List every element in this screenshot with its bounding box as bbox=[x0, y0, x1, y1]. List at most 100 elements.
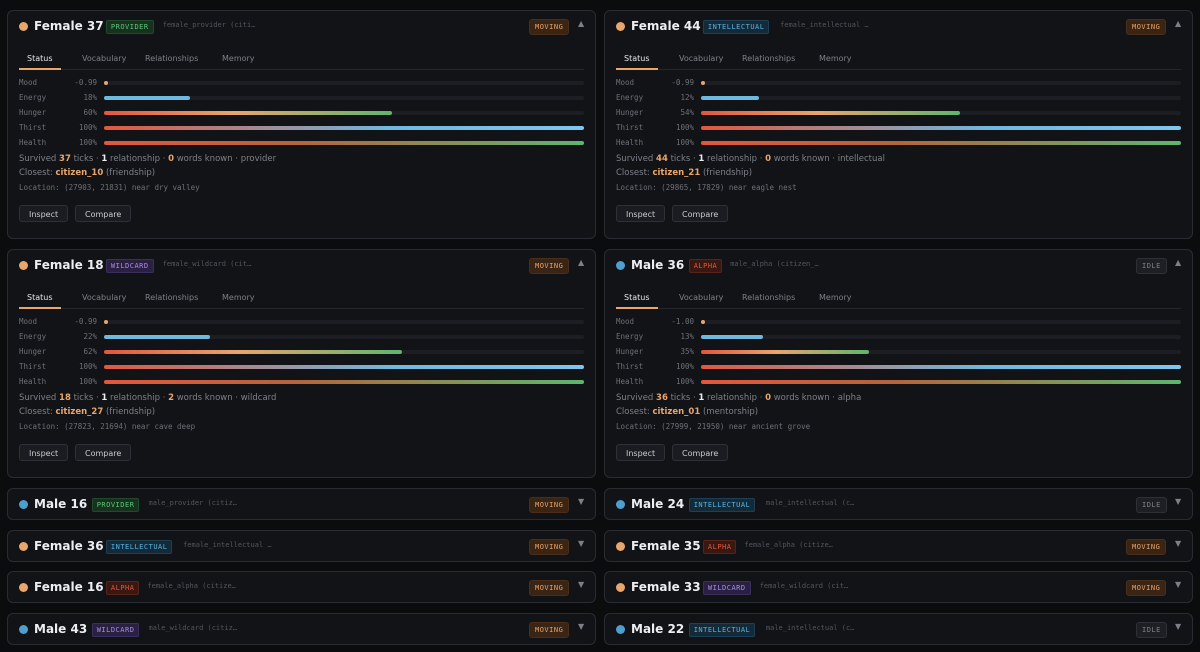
card-header[interactable]: Female 35 ALPHA female_alpha (citize… MOVIN… bbox=[605, 531, 1192, 563]
tab-vocabulary[interactable]: Vocabulary bbox=[82, 54, 127, 63]
chevron-down-icon[interactable]: ▼ bbox=[578, 539, 585, 548]
archetype-label: provider bbox=[240, 154, 277, 164]
chevron-up-icon[interactable]: ▲ bbox=[1175, 19, 1182, 28]
female-dot-icon bbox=[616, 22, 625, 31]
tab-vocabulary[interactable]: Vocabulary bbox=[679, 293, 724, 302]
card-header[interactable]: Female 36 INTELLECTUAL female_intellectual… bbox=[8, 531, 595, 563]
citizen-card: Female 44 INTELLECTUAL female_intellectual… bbox=[604, 10, 1193, 239]
female-dot-icon bbox=[616, 583, 625, 592]
stat-value: -0.99 bbox=[74, 78, 97, 87]
compare-button[interactable]: Compare bbox=[75, 205, 132, 222]
chevron-down-icon[interactable]: ▼ bbox=[1175, 539, 1182, 548]
citizen-card-collapsed[interactable]: Female 36 INTELLECTUAL female_intellectual… bbox=[7, 530, 596, 562]
citizen-card-collapsed[interactable]: Female 33 WILDCARD female_wildcard (cit… MO… bbox=[604, 571, 1193, 603]
tab-vocabulary[interactable]: Vocabulary bbox=[82, 293, 127, 302]
energy-bar-fill bbox=[701, 335, 764, 339]
chevron-down-icon[interactable]: ▼ bbox=[1175, 622, 1182, 631]
stat-label: Thirst bbox=[616, 123, 644, 132]
chevron-down-icon[interactable]: ▼ bbox=[578, 622, 585, 631]
chevron-down-icon[interactable]: ▼ bbox=[578, 580, 585, 589]
inspect-button[interactable]: Inspect bbox=[19, 444, 69, 461]
compare-button[interactable]: Compare bbox=[672, 444, 729, 461]
tab-relationships[interactable]: Relationships bbox=[145, 54, 199, 63]
tab-memory[interactable]: Memory bbox=[819, 293, 852, 302]
role-badge: ALPHA bbox=[702, 540, 737, 554]
hunger-bar bbox=[104, 350, 584, 354]
card-header[interactable]: Male 36 ALPHA male_alpha (citizen_… IDLE ▲ bbox=[605, 250, 1192, 282]
tab-status[interactable]: Status bbox=[19, 293, 61, 309]
citizen-card-collapsed[interactable]: Male 24 INTELLECTUAL male_intellectual (c…… bbox=[604, 488, 1193, 520]
male-dot-icon bbox=[616, 261, 625, 270]
inspect-button[interactable]: Inspect bbox=[19, 205, 69, 222]
energy-bar bbox=[104, 96, 584, 100]
chevron-down-icon[interactable]: ▼ bbox=[578, 497, 585, 506]
card-header[interactable]: Male 16 PROVIDER male_provider (citiz… MOVI… bbox=[8, 489, 595, 521]
closest-citizen-link[interactable]: citizen_27 bbox=[55, 407, 104, 417]
citizen-card-collapsed[interactable]: Male 16 PROVIDER male_provider (citiz… MOVI… bbox=[7, 488, 596, 520]
card-header[interactable]: Male 43 WILDCARD male_wildcard (citiz… MOVI… bbox=[8, 614, 595, 646]
closest-citizen-link[interactable]: citizen_10 bbox=[55, 168, 104, 178]
closest-label: Closest: bbox=[19, 168, 53, 178]
tab-memory[interactable]: Memory bbox=[819, 54, 852, 63]
tab-memory[interactable]: Memory bbox=[222, 293, 255, 302]
tab-relationships[interactable]: Relationships bbox=[742, 54, 796, 63]
card-header[interactable]: Male 24 INTELLECTUAL male_intellectual (c…… bbox=[605, 489, 1192, 521]
stat-label: Hunger bbox=[616, 108, 644, 117]
citizen-card-collapsed[interactable]: Male 43 WILDCARD male_wildcard (citiz… MOVI… bbox=[7, 613, 596, 645]
thirst-bar bbox=[104, 126, 584, 130]
stat-value: 100% bbox=[78, 377, 97, 386]
tab-status[interactable]: Status bbox=[19, 54, 61, 70]
citizen-card-collapsed[interactable]: Female 16 ALPHA female_alpha (citize… MOVIN… bbox=[7, 571, 596, 603]
stat-bars: Mood -0.99 Energy 18% Hunger 60% Thirst 100% Hea… bbox=[19, 77, 584, 152]
separator: · bbox=[690, 393, 699, 403]
stat-value: 100% bbox=[675, 123, 694, 132]
chevron-up-icon[interactable]: ▲ bbox=[578, 258, 585, 267]
tab-relationships[interactable]: Relationships bbox=[145, 293, 199, 302]
chevron-up-icon[interactable]: ▲ bbox=[578, 19, 585, 28]
compare-button[interactable]: Compare bbox=[672, 205, 729, 222]
stat-row-hunger: Hunger 54% bbox=[616, 107, 1181, 122]
tab-vocabulary[interactable]: Vocabulary bbox=[679, 54, 724, 63]
compare-button[interactable]: Compare bbox=[75, 444, 132, 461]
card-header[interactable]: Female 16 ALPHA female_alpha (citize… MOVIN… bbox=[8, 572, 595, 604]
citizen-card-collapsed[interactable]: Female 35 ALPHA female_alpha (citize… MOVIN… bbox=[604, 530, 1193, 562]
chevron-up-icon[interactable]: ▲ bbox=[1175, 258, 1182, 267]
stat-bars: Mood -0.99 Energy 22% Hunger 62% Thirst 100% Hea… bbox=[19, 316, 584, 391]
card-header[interactable]: Female 18 WILDCARD female_wildcard (cit… MO… bbox=[8, 250, 595, 282]
card-header[interactable]: Female 44 INTELLECTUAL female_intellectual… bbox=[605, 11, 1192, 43]
stat-row-health: Health 100% bbox=[616, 137, 1181, 152]
inspect-button[interactable]: Inspect bbox=[616, 205, 666, 222]
citizen-name: Male 22 bbox=[631, 622, 685, 636]
tab-relationships[interactable]: Relationships bbox=[742, 293, 796, 302]
tab-status[interactable]: Status bbox=[616, 54, 658, 70]
card-header[interactable]: Male 22 INTELLECTUAL male_intellectual (c…… bbox=[605, 614, 1192, 646]
card-header[interactable]: Female 37 PROVIDER female_provider (citi… M… bbox=[8, 11, 595, 43]
stat-label: Hunger bbox=[616, 347, 644, 356]
stat-value: 60% bbox=[83, 108, 97, 117]
citizen-card-collapsed[interactable]: Male 22 INTELLECTUAL male_intellectual (c…… bbox=[604, 613, 1193, 645]
mood-bar-fill bbox=[701, 320, 705, 324]
card-header[interactable]: Female 33 WILDCARD female_wildcard (cit… MO… bbox=[605, 572, 1192, 604]
stat-value: 100% bbox=[675, 377, 694, 386]
citizen-name: Female 33 bbox=[631, 580, 701, 594]
tab-status[interactable]: Status bbox=[616, 293, 658, 309]
hunger-bar bbox=[701, 111, 1181, 115]
survival-summary: Survived 44 ticks · 1 relationship · 0 w… bbox=[616, 154, 885, 164]
closest-citizen-link[interactable]: citizen_21 bbox=[652, 168, 701, 178]
survival-summary: Survived 18 ticks · 1 relationship · 2 w… bbox=[19, 393, 276, 403]
citizen-identifier: female_intellectual … bbox=[780, 21, 869, 29]
health-bar bbox=[701, 380, 1181, 384]
tab-memory[interactable]: Memory bbox=[222, 54, 255, 63]
stat-row-mood: Mood -0.99 bbox=[19, 77, 584, 92]
stat-row-thirst: Thirst 100% bbox=[19, 361, 584, 376]
words-label: words known bbox=[176, 393, 233, 403]
chevron-down-icon[interactable]: ▼ bbox=[1175, 497, 1182, 506]
closest-citizen-link[interactable]: citizen_01 bbox=[652, 407, 701, 417]
inspect-button[interactable]: Inspect bbox=[616, 444, 666, 461]
relationship-label: relationship bbox=[110, 154, 160, 164]
relationship-label: relationship bbox=[707, 393, 757, 403]
state-badge: IDLE bbox=[1136, 622, 1167, 638]
thirst-bar-fill bbox=[701, 126, 1181, 130]
chevron-down-icon[interactable]: ▼ bbox=[1175, 580, 1182, 589]
relationship-label: relationship bbox=[707, 154, 757, 164]
